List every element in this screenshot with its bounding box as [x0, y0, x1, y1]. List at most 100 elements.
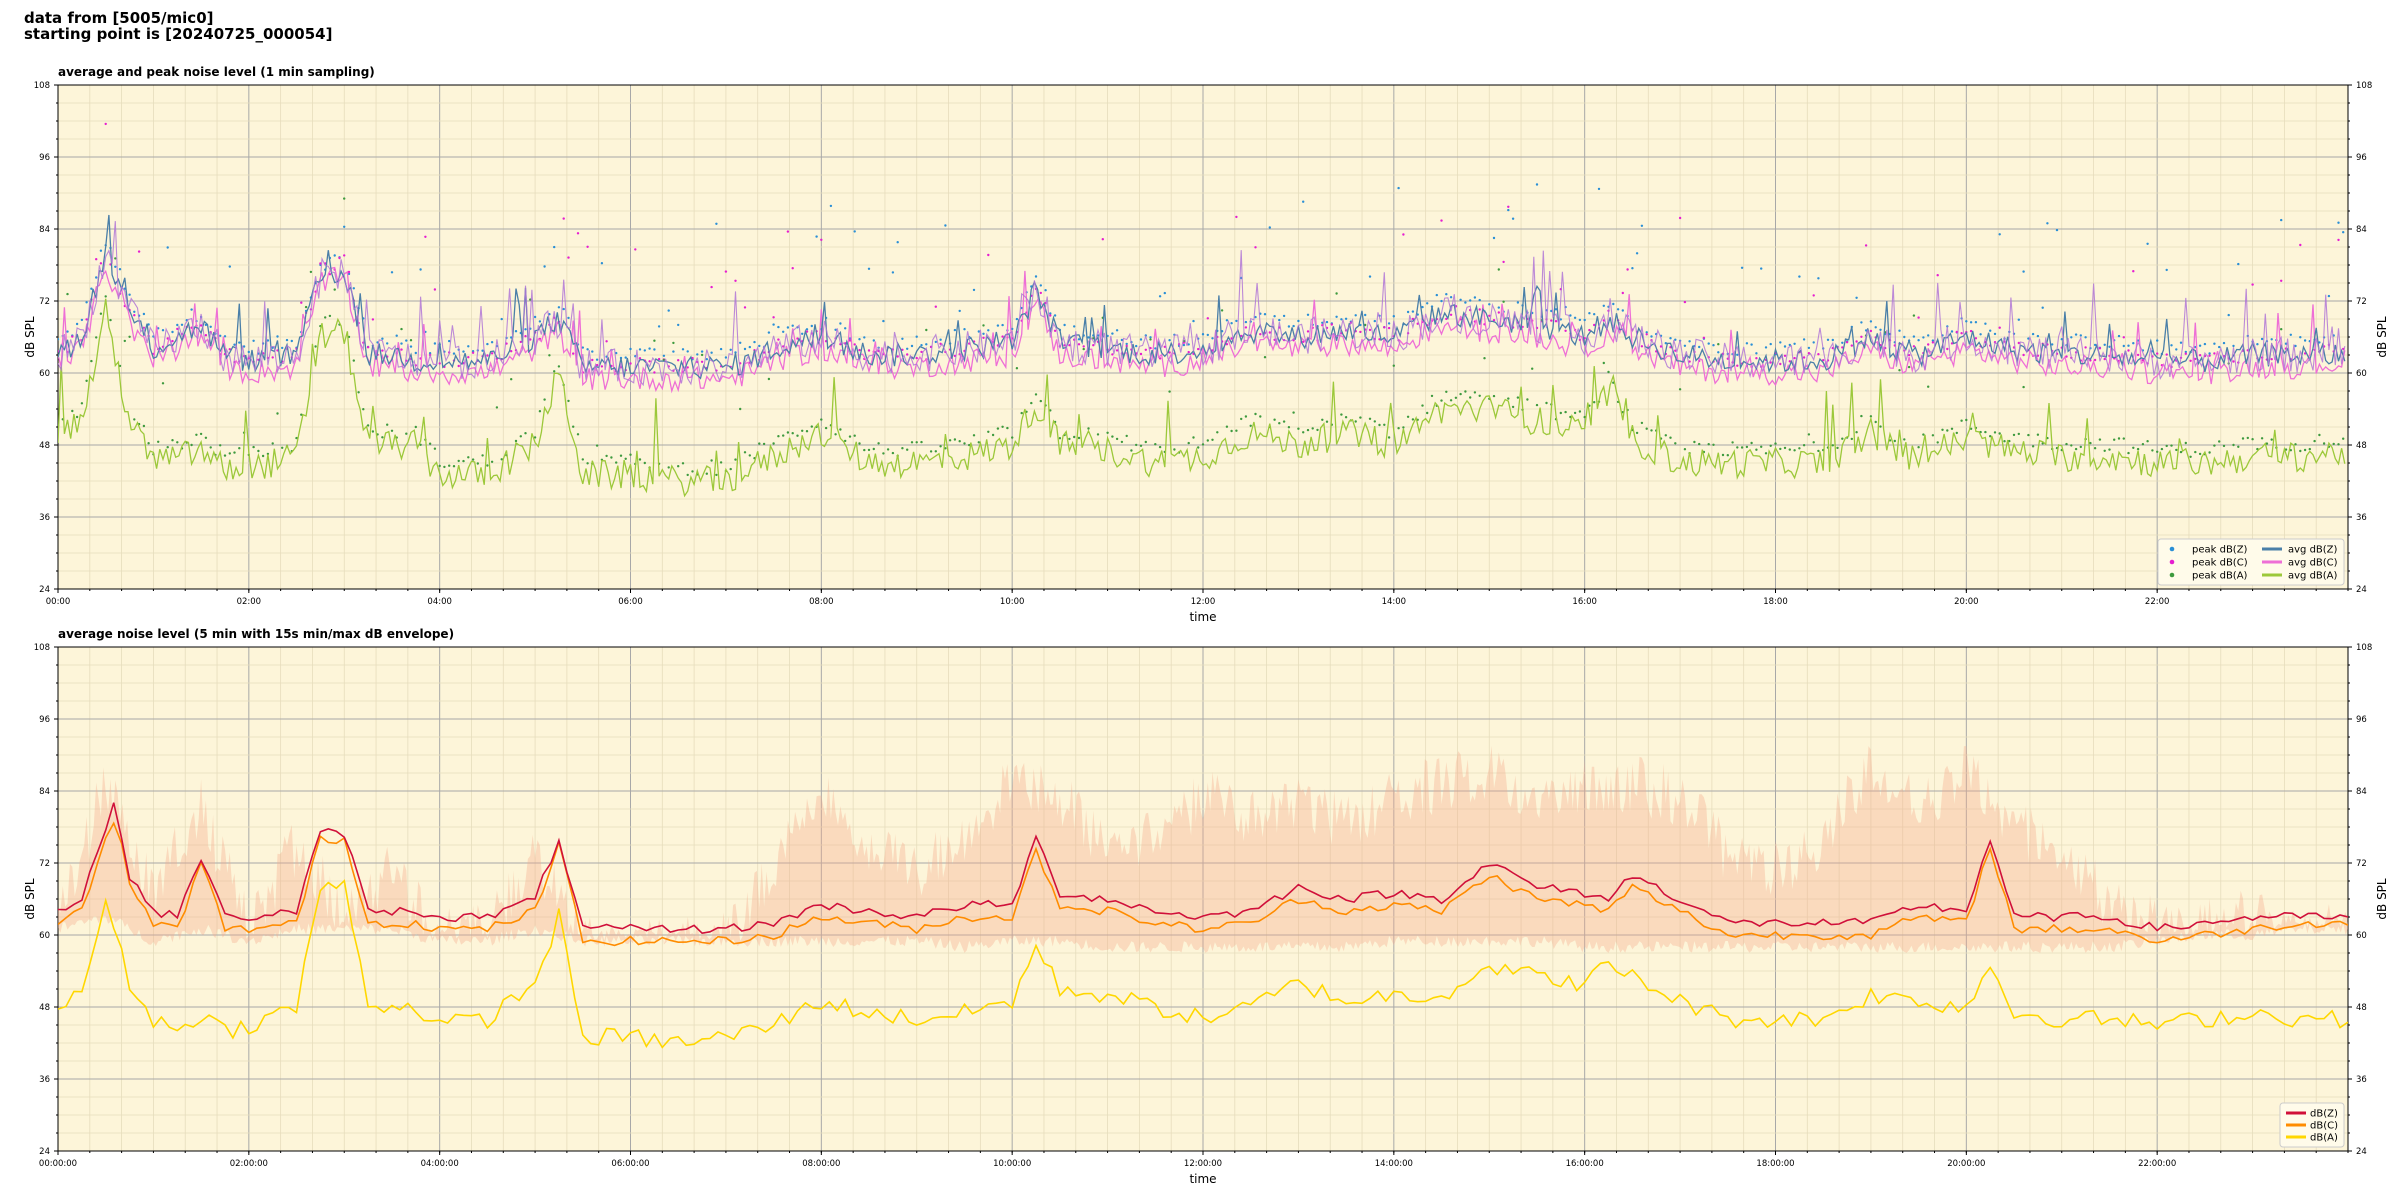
peak-dBZ-point [882, 319, 885, 323]
peak-dBA-point [252, 445, 255, 449]
peak-dBC-point [199, 324, 203, 327]
peak-dBA-point [114, 257, 117, 260]
peak-dBZ-point [1306, 313, 1310, 316]
peak-dBZ-point [1397, 186, 1400, 190]
peak-dBA-point [1640, 421, 1644, 425]
peak-dBA-point [719, 461, 723, 464]
peak-dBC-point [1306, 330, 1310, 333]
peak-dBZ-point [533, 315, 537, 319]
peak-dBA-point [948, 439, 952, 442]
ytick-label-right: 108 [2356, 643, 2372, 653]
peak-dBA-point [142, 424, 146, 428]
peak-dBZ-point [1712, 344, 1715, 347]
peak-dBZ-point [1745, 342, 1749, 345]
peak-dBZ-point [1917, 339, 1920, 342]
ytick-label-right: 60 [2356, 369, 2367, 379]
peak-dBZ-point [114, 265, 117, 268]
peak-dBZ-point [1235, 319, 1238, 323]
peak-dBA-point [762, 442, 766, 446]
peak-dBZ-point [66, 330, 69, 333]
peak-dBA-point [1941, 428, 1944, 431]
peak-dBA-point [2218, 440, 2221, 443]
peak-dBZ-point [1841, 341, 1844, 344]
peak-dBA-point [281, 446, 284, 449]
peak-dBC-point [1115, 349, 1119, 352]
peak-dBA-point [1302, 431, 1305, 434]
peak-dBZ-point [739, 341, 742, 344]
peak-dBZ-point [1736, 353, 1739, 356]
peak-dBZ-point [662, 354, 666, 357]
peak-dBA-point [1635, 431, 1639, 435]
peak-dBA-point [1726, 454, 1730, 457]
peak-dBZ-point [1111, 332, 1114, 335]
peak-dBZ-point [1855, 296, 1858, 299]
peak-dBC-point [228, 348, 231, 351]
peak-dBC-point [786, 230, 790, 233]
peak-dBZ-point [753, 340, 756, 344]
peak-dBZ-point [228, 265, 231, 268]
peak-dBZ-point [1593, 313, 1596, 316]
peak-dBZ-point [209, 325, 212, 328]
peak-dBA-point [848, 435, 852, 438]
peak-dBC-point [710, 285, 713, 289]
peak-dBZ-point [2218, 345, 2221, 349]
peak-dBZ-point [1154, 347, 1157, 350]
peak-dBA-point [1373, 420, 1377, 423]
peak-dBA-point [300, 413, 303, 416]
peak-dBA-point [1216, 431, 1219, 434]
peak-dBA-point [204, 436, 208, 439]
peak-dBC-point [915, 356, 918, 360]
peak-dBZ-point [486, 342, 489, 346]
peak-dBC-point [1946, 347, 1949, 351]
peak-dBZ-point [2074, 333, 2078, 336]
peak-dBA-point [1946, 429, 1949, 432]
peak-dBA-point [576, 433, 580, 436]
peak-dBZ-point [1535, 183, 1539, 186]
peak-dBA-point [95, 336, 98, 339]
xtick-label: 08:00:00 [802, 1159, 840, 1169]
peak-dBA-point [75, 415, 79, 419]
ytick-label-left: 24 [39, 585, 50, 595]
peak-dBA-point [304, 305, 308, 309]
peak-dBA-point [615, 461, 618, 464]
peak-dBZ-point [1826, 338, 1830, 341]
peak-dBC-point [605, 340, 608, 343]
peak-dBZ-point [271, 346, 274, 349]
peak-dBA-point [1802, 444, 1806, 447]
peak-dBZ-point [786, 326, 790, 329]
peak-dBZ-point [1187, 343, 1190, 346]
peak-dBC-point [1593, 323, 1596, 327]
xtick-label: 12:00:00 [1184, 1159, 1222, 1169]
peak-dBZ-point [1879, 328, 1882, 331]
peak-dBC-point [1936, 274, 1939, 277]
peak-dBA-point [1564, 410, 1567, 414]
dBC-line [58, 821, 2348, 947]
ytick-label-left: 108 [34, 643, 50, 653]
peak-dBZ-point [1788, 343, 1792, 347]
peak-dBZ-point [557, 306, 561, 309]
peak-dBC-point [133, 314, 136, 317]
peak-dBC-point [2141, 359, 2145, 362]
legend-plot2: dB(Z)dB(C)dB(A) [2279, 1102, 2345, 1148]
peak-dBC-point [686, 366, 689, 369]
peak-dBZ-point [58, 338, 60, 341]
peak-dBA-point [2065, 442, 2068, 446]
peak-dBA-point [428, 442, 432, 445]
peak-dBZ-point [90, 287, 93, 290]
peak-dBA-point [1096, 433, 1100, 436]
y-axis-label-left: dB SPL [23, 878, 37, 920]
peak-dBA-point [343, 197, 346, 200]
peak-dBZ-point [1698, 345, 1701, 349]
peak-dBC-point [848, 339, 852, 342]
peak-dBZ-point [1492, 236, 1496, 240]
peak-dBA-point [1144, 440, 1148, 444]
peak-dBA-point [1750, 441, 1753, 445]
peak-dBA-point [1240, 417, 1243, 421]
peak-dBA-point [2122, 437, 2125, 440]
peak-dBA-point [810, 425, 813, 428]
peak-dBZ-point [1760, 267, 1763, 270]
peak-dBZ-point [2227, 313, 2230, 317]
peak-dBA-point [1211, 438, 1214, 441]
peak-dBC-point [2122, 336, 2125, 339]
peak-dBA-point [1058, 437, 1062, 440]
